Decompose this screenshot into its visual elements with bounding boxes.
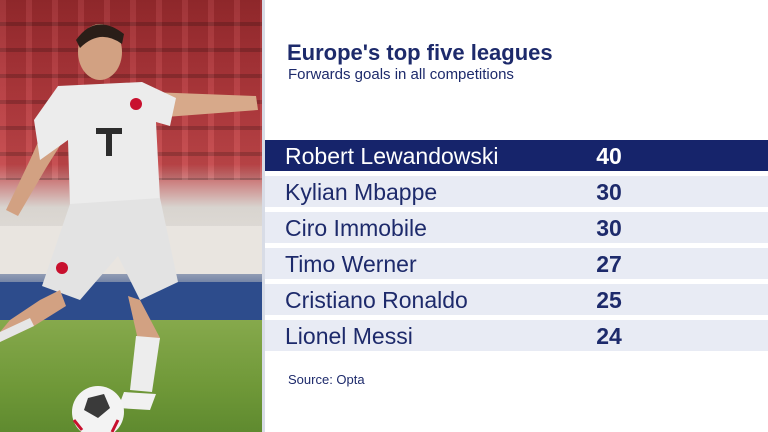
player-name: Robert Lewandowski — [285, 143, 499, 169]
goals-value: 30 — [596, 215, 622, 241]
top-scorers-table: Robert Lewandowski 40 Kylian Mbappe 30 C… — [265, 140, 768, 356]
graphic-subtitle: Forwards goals in all competitions — [288, 66, 514, 83]
table-row: Timo Werner 27 — [265, 248, 768, 279]
table-row: Robert Lewandowski 40 — [265, 140, 768, 171]
player-figure — [0, 24, 258, 432]
player-name: Lionel Messi — [285, 323, 413, 349]
table-row: Lionel Messi 24 — [265, 320, 768, 351]
goals-value: 27 — [596, 251, 622, 277]
goals-value: 40 — [596, 143, 622, 169]
table-row: Ciro Immobile 30 — [265, 212, 768, 243]
goals-value: 24 — [596, 323, 622, 349]
player-name: Timo Werner — [285, 251, 417, 277]
goals-value: 25 — [596, 287, 622, 313]
table-row: Cristiano Ronaldo 25 — [265, 284, 768, 315]
player-name: Cristiano Ronaldo — [285, 287, 468, 313]
player-photo — [0, 0, 262, 432]
goals-value: 30 — [596, 179, 622, 205]
player-name: Ciro Immobile — [285, 215, 427, 241]
panel-divider — [262, 0, 265, 432]
pitch-grass — [0, 320, 262, 432]
player-name: Kylian Mbappe — [285, 179, 438, 205]
source-note: Source: Opta — [288, 372, 365, 387]
graphic-title: Europe's top five leagues — [287, 40, 553, 65]
table-row: Kylian Mbappe 30 — [265, 176, 768, 207]
